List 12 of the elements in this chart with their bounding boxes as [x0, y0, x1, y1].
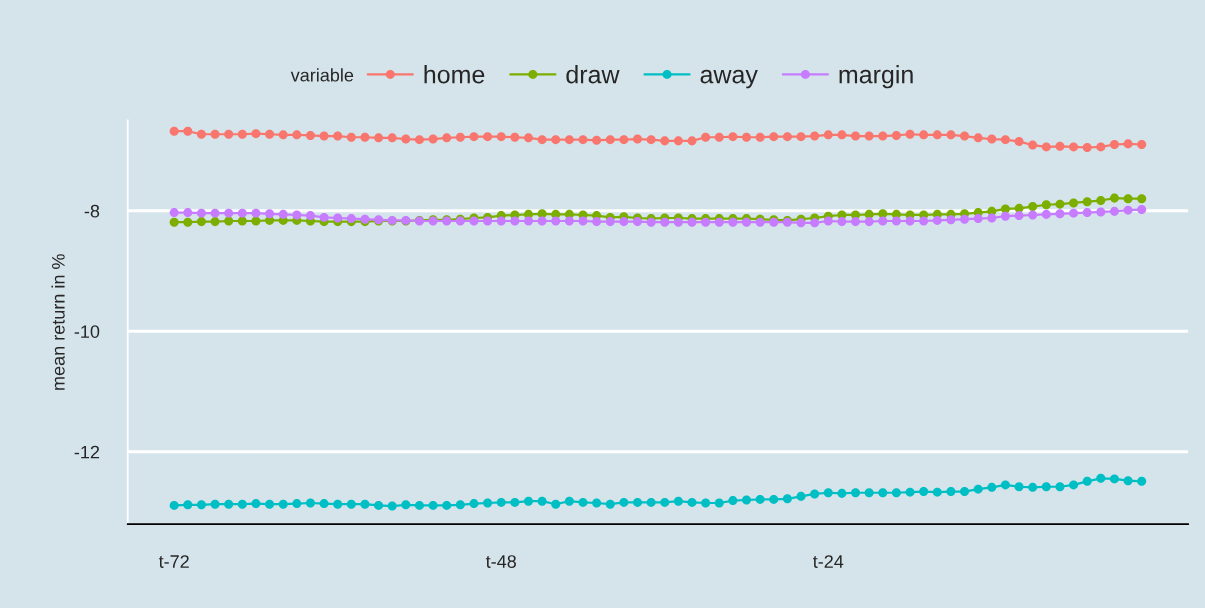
x-tick-label: t-72 — [158, 555, 189, 568]
y-tick-label: -12 — [74, 445, 100, 459]
x-tick-label: t-24 — [812, 555, 844, 568]
legend-label: away — [700, 69, 758, 89]
y-axis-title: mean return in % — [51, 254, 65, 390]
legend-label: home — [424, 65, 485, 84]
y-tick-label: -8 — [84, 204, 100, 218]
y-tick-label: -10 — [74, 325, 100, 338]
x-tick-label: t-48 — [485, 555, 516, 568]
legend-label: draw — [566, 65, 620, 84]
legend-title: variable — [290, 68, 354, 82]
legend-label: margin — [839, 65, 913, 89]
